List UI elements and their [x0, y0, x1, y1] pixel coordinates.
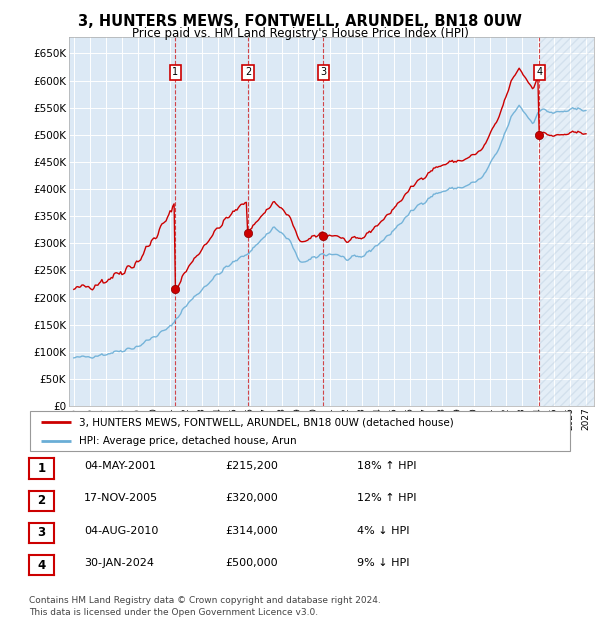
Text: Contains HM Land Registry data © Crown copyright and database right 2024.
This d: Contains HM Land Registry data © Crown c…	[29, 596, 380, 617]
Text: 3: 3	[37, 526, 46, 539]
Text: 3, HUNTERS MEWS, FONTWELL, ARUNDEL, BN18 0UW (detached house): 3, HUNTERS MEWS, FONTWELL, ARUNDEL, BN18…	[79, 417, 454, 427]
Text: 12% ↑ HPI: 12% ↑ HPI	[357, 494, 416, 503]
Text: 18% ↑ HPI: 18% ↑ HPI	[357, 461, 416, 471]
Text: £500,000: £500,000	[225, 558, 278, 568]
Text: 9% ↓ HPI: 9% ↓ HPI	[357, 558, 409, 568]
Text: Price paid vs. HM Land Registry's House Price Index (HPI): Price paid vs. HM Land Registry's House …	[131, 27, 469, 40]
FancyBboxPatch shape	[30, 411, 570, 451]
Text: 3: 3	[320, 67, 326, 78]
Text: 17-NOV-2005: 17-NOV-2005	[84, 494, 158, 503]
Text: £314,000: £314,000	[225, 526, 278, 536]
Text: 04-MAY-2001: 04-MAY-2001	[84, 461, 156, 471]
Text: 04-AUG-2010: 04-AUG-2010	[84, 526, 158, 536]
Text: 2: 2	[37, 494, 46, 507]
Text: £215,200: £215,200	[225, 461, 278, 471]
Bar	[539, 37, 600, 406]
Text: 3, HUNTERS MEWS, FONTWELL, ARUNDEL, BN18 0UW: 3, HUNTERS MEWS, FONTWELL, ARUNDEL, BN18…	[78, 14, 522, 29]
Text: HPI: Average price, detached house, Arun: HPI: Average price, detached house, Arun	[79, 436, 296, 446]
Text: 2: 2	[245, 67, 251, 78]
Text: 4: 4	[37, 559, 46, 572]
Text: £320,000: £320,000	[225, 494, 278, 503]
Text: 30-JAN-2024: 30-JAN-2024	[84, 558, 154, 568]
Text: 4: 4	[536, 67, 542, 78]
Text: 4% ↓ HPI: 4% ↓ HPI	[357, 526, 409, 536]
Text: 1: 1	[37, 462, 46, 475]
Text: 1: 1	[172, 67, 178, 78]
